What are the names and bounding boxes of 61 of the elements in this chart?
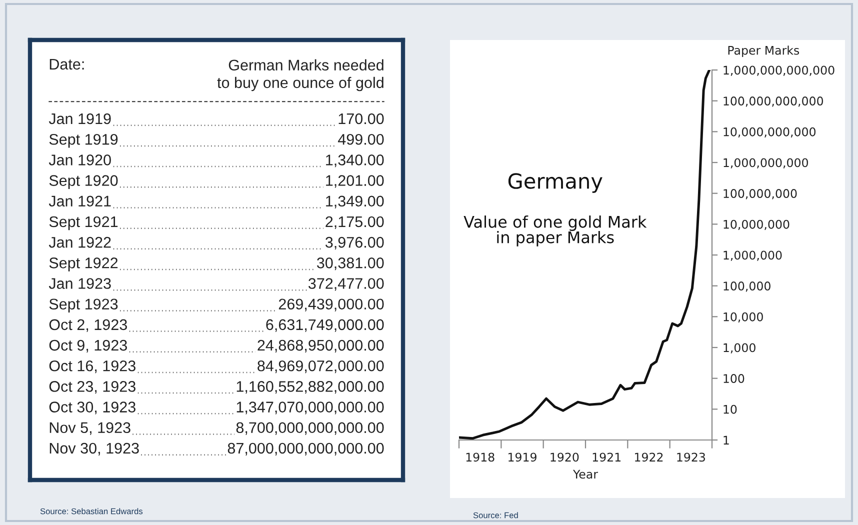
y-tick-label: 1,000,000: [724, 250, 782, 261]
category-label: Jan 1919: [48, 113, 111, 124]
category-label: Oct 16, 1923: [49, 360, 136, 374]
y-tick-label: 1,000,000,000,000: [724, 66, 834, 76]
x-tick-label: 1923: [677, 452, 705, 462]
x-tick-label: 1921: [592, 452, 621, 462]
x-tick-label: 1922: [635, 452, 663, 462]
text: 87,000,000,000,000.00: [228, 442, 384, 456]
y-tick-label: 100: [724, 374, 744, 383]
x-tick-label: 1919: [508, 452, 536, 462]
category-label: Oct 9, 1923: [49, 340, 127, 352]
text: 2,175.00: [326, 216, 384, 229]
category-label: Sept 1922: [49, 258, 118, 272]
y-tick-label: 100,000,000: [724, 189, 797, 200]
category-label: Nov 5, 1923: [50, 422, 130, 435]
category-label: Nov 30, 1923: [50, 442, 139, 456]
text: Germany: [508, 173, 602, 193]
category-label: Oct 23, 1923: [49, 381, 136, 394]
text: 372,477.00: [308, 278, 384, 291]
source-note: Source: Fed: [473, 512, 518, 518]
y-tick-label: 100,000: [724, 282, 770, 292]
y-tick-label: 100,000,000,000: [724, 96, 824, 107]
text: 24,868,950,000.00: [258, 340, 384, 352]
text: 269,439,000.00: [278, 298, 384, 312]
category-label: Sept 1919: [49, 134, 118, 148]
text: 170.00: [338, 113, 384, 124]
text: 1,349.00: [326, 196, 384, 208]
category-label: Sept 1920: [49, 175, 118, 189]
y-tick-label: 1: [724, 436, 729, 444]
x-tick-label: 1920: [550, 452, 579, 462]
text: 1,160,552,882,000.00: [236, 381, 384, 394]
x-axis-title: Year: [572, 470, 598, 479]
category-label: Jan 1923: [48, 278, 111, 289]
category-label: Jan 1921: [48, 196, 111, 207]
text: 8,700,000,000,000.00: [236, 422, 384, 435]
category-label: Jan 1922: [48, 236, 111, 248]
source-note: Source: Sebastian Edwards: [40, 508, 143, 514]
text: 1,340.00: [326, 154, 384, 168]
text: 6,631,749,000.00: [266, 319, 384, 332]
category-label: Oct 30, 1923: [49, 402, 136, 414]
category-label: Sept 1921: [49, 216, 118, 230]
y-axis-title: Paper Marks: [728, 46, 800, 58]
text: 499.00: [338, 134, 384, 145]
category-label: Oct 2, 1923: [49, 319, 127, 332]
x-tick-label: 1918: [466, 452, 494, 462]
y-tick-label: 1,000: [724, 343, 756, 354]
text: German Marks needed to buy one ounce of gold: [217, 59, 384, 92]
text: 30,381.00: [316, 258, 384, 270]
text: Date:: [50, 58, 84, 70]
category-label: Sept 1923: [49, 298, 118, 313]
text: 1,201.00: [326, 175, 384, 188]
text: 1,347,070,000,000.00: [236, 402, 384, 414]
y-tick-label: 10,000: [724, 312, 763, 323]
y-tick-label: 10,000,000: [724, 220, 790, 230]
y-tick-label: 10,000,000,000: [724, 127, 816, 138]
y-tick-label: 1,000,000,000: [724, 158, 808, 168]
text: 84,969,072,000.00: [258, 360, 384, 374]
text: Value of one gold Mark in paper Marks: [464, 215, 647, 246]
y-tick-label: 10: [724, 404, 737, 414]
text: 3,976.00: [325, 236, 384, 250]
category-label: Jan 1920: [48, 154, 111, 166]
